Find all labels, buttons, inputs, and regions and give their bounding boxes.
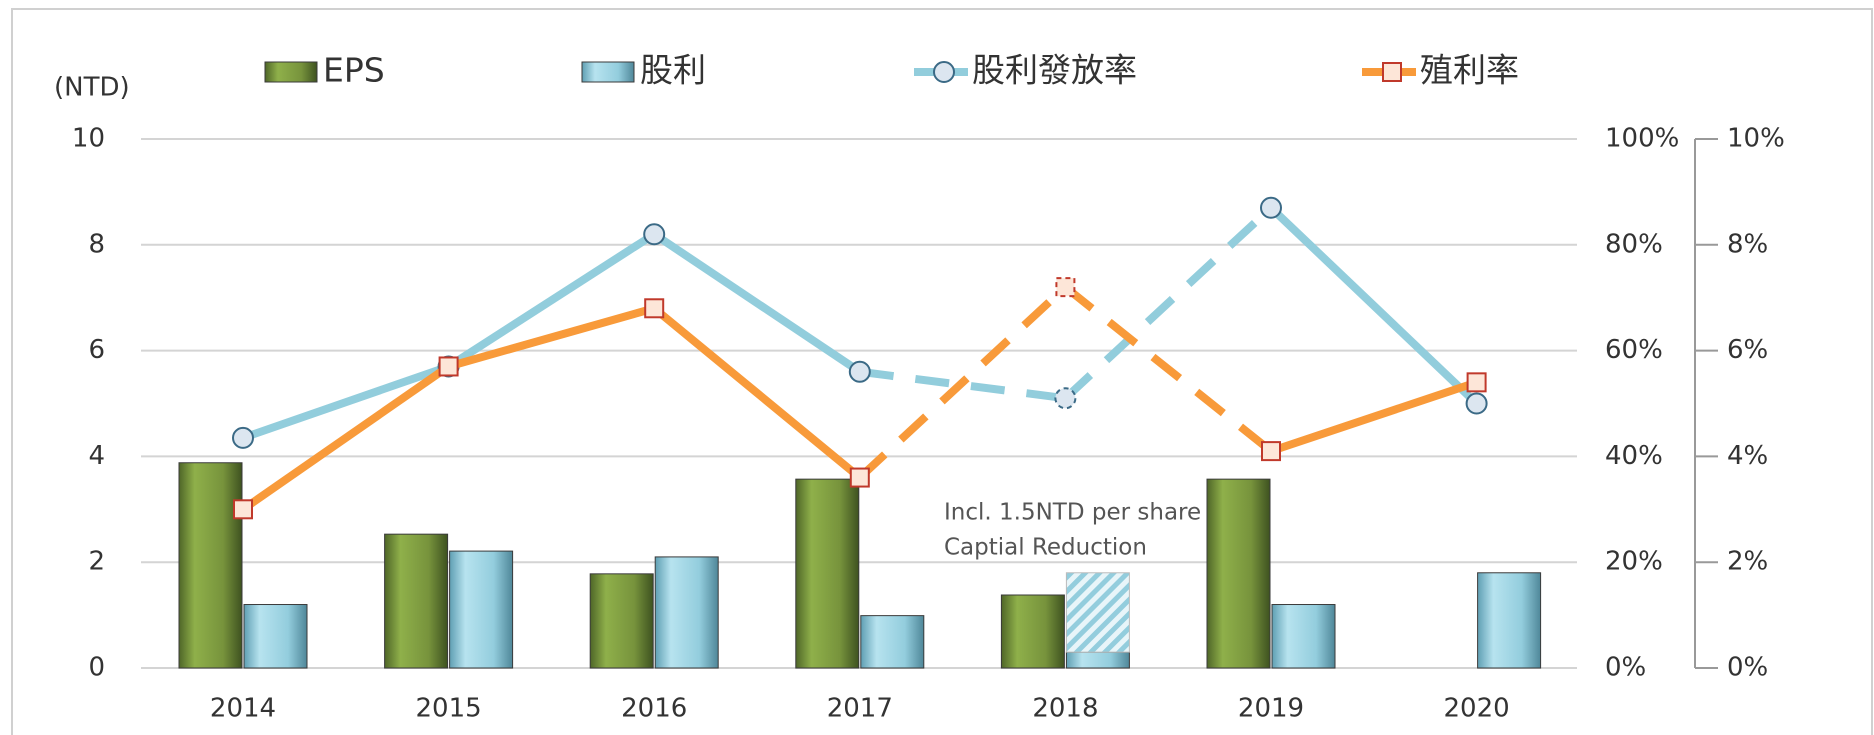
marker <box>233 499 253 520</box>
legend-marker <box>1382 62 1402 82</box>
marker <box>849 467 870 488</box>
x-tick-label: 2020 <box>1444 694 1510 724</box>
y2-tick-label: 60% <box>1605 335 1663 365</box>
y2-tick-label: 80% <box>1605 229 1663 259</box>
marker <box>1466 372 1487 393</box>
y2-tick-label: 20% <box>1605 547 1663 577</box>
x-tick-label: 2016 <box>621 694 687 724</box>
x-tick-label: 2015 <box>416 694 482 724</box>
bar <box>1206 478 1271 669</box>
y-tick-label: 0 <box>88 653 105 683</box>
line-segment <box>859 367 1066 403</box>
y-tick-label: 4 <box>88 441 105 471</box>
marker <box>1054 387 1077 410</box>
bar <box>860 615 925 669</box>
annotation: Captial Reduction <box>944 535 1147 561</box>
y3-tick-label: 0% <box>1727 653 1768 683</box>
line-segment <box>857 284 1069 481</box>
bar <box>1065 651 1130 669</box>
legend-label: 股利發放率 <box>972 51 1137 90</box>
line-segment <box>447 304 656 371</box>
legend-label: 股利 <box>640 51 706 90</box>
y-axis-label: (NTD) <box>54 73 130 103</box>
line-segment <box>1269 378 1478 455</box>
y2-tick-label: 100% <box>1605 124 1679 154</box>
capital-reduction-bar <box>1065 572 1130 653</box>
y-tick-label: 10 <box>72 124 105 154</box>
bar <box>1271 604 1336 669</box>
line-segment <box>241 362 450 442</box>
marker <box>643 223 666 246</box>
bar <box>654 556 719 669</box>
bar <box>243 604 308 669</box>
y3-tick-label: 2% <box>1727 547 1768 577</box>
x-tick-label: 2018 <box>1032 694 1098 724</box>
bar <box>795 478 860 669</box>
legend-swatch <box>264 61 318 83</box>
line-segment <box>240 363 451 513</box>
bar <box>384 533 449 669</box>
chart-border <box>11 8 1873 735</box>
y3-tick-label: 8% <box>1727 229 1768 259</box>
line-segment <box>446 230 657 370</box>
y-tick-label: 8 <box>88 229 105 259</box>
marker <box>232 426 254 449</box>
line-segment <box>651 305 863 481</box>
marker <box>848 360 871 383</box>
line-segment <box>1062 204 1274 402</box>
y-tick-label: 6 <box>88 335 105 365</box>
bar <box>449 550 514 669</box>
y3-tick-label: 10% <box>1727 124 1785 154</box>
y-tick-label: 2 <box>88 547 105 577</box>
marker <box>438 356 459 377</box>
x-tick-label: 2017 <box>827 694 893 724</box>
y2-tick-label: 0% <box>1605 653 1646 683</box>
line-segment <box>1268 204 1480 407</box>
y3-tick-label: 4% <box>1727 441 1768 471</box>
legend-label: 殖利率 <box>1420 51 1519 90</box>
bar <box>589 573 654 669</box>
y3-tick-label: 6% <box>1727 335 1768 365</box>
marker <box>644 298 665 319</box>
y2-tick-label: 40% <box>1605 441 1663 471</box>
legend-marker <box>933 61 955 83</box>
marker <box>1055 277 1076 298</box>
line-segment <box>1062 283 1274 455</box>
marker <box>1260 196 1282 219</box>
line-segment <box>651 230 863 376</box>
x-tick-label: 2019 <box>1238 694 1304 724</box>
legend-label: EPS <box>323 51 385 90</box>
marker <box>1261 441 1281 462</box>
bar <box>1477 572 1542 669</box>
legend-swatch <box>581 61 635 83</box>
x-tick-label: 2014 <box>210 694 276 724</box>
bar <box>1000 594 1065 669</box>
bar <box>178 462 243 669</box>
marker <box>1465 392 1488 415</box>
annotation: Incl. 1.5NTD per share <box>944 500 1201 526</box>
